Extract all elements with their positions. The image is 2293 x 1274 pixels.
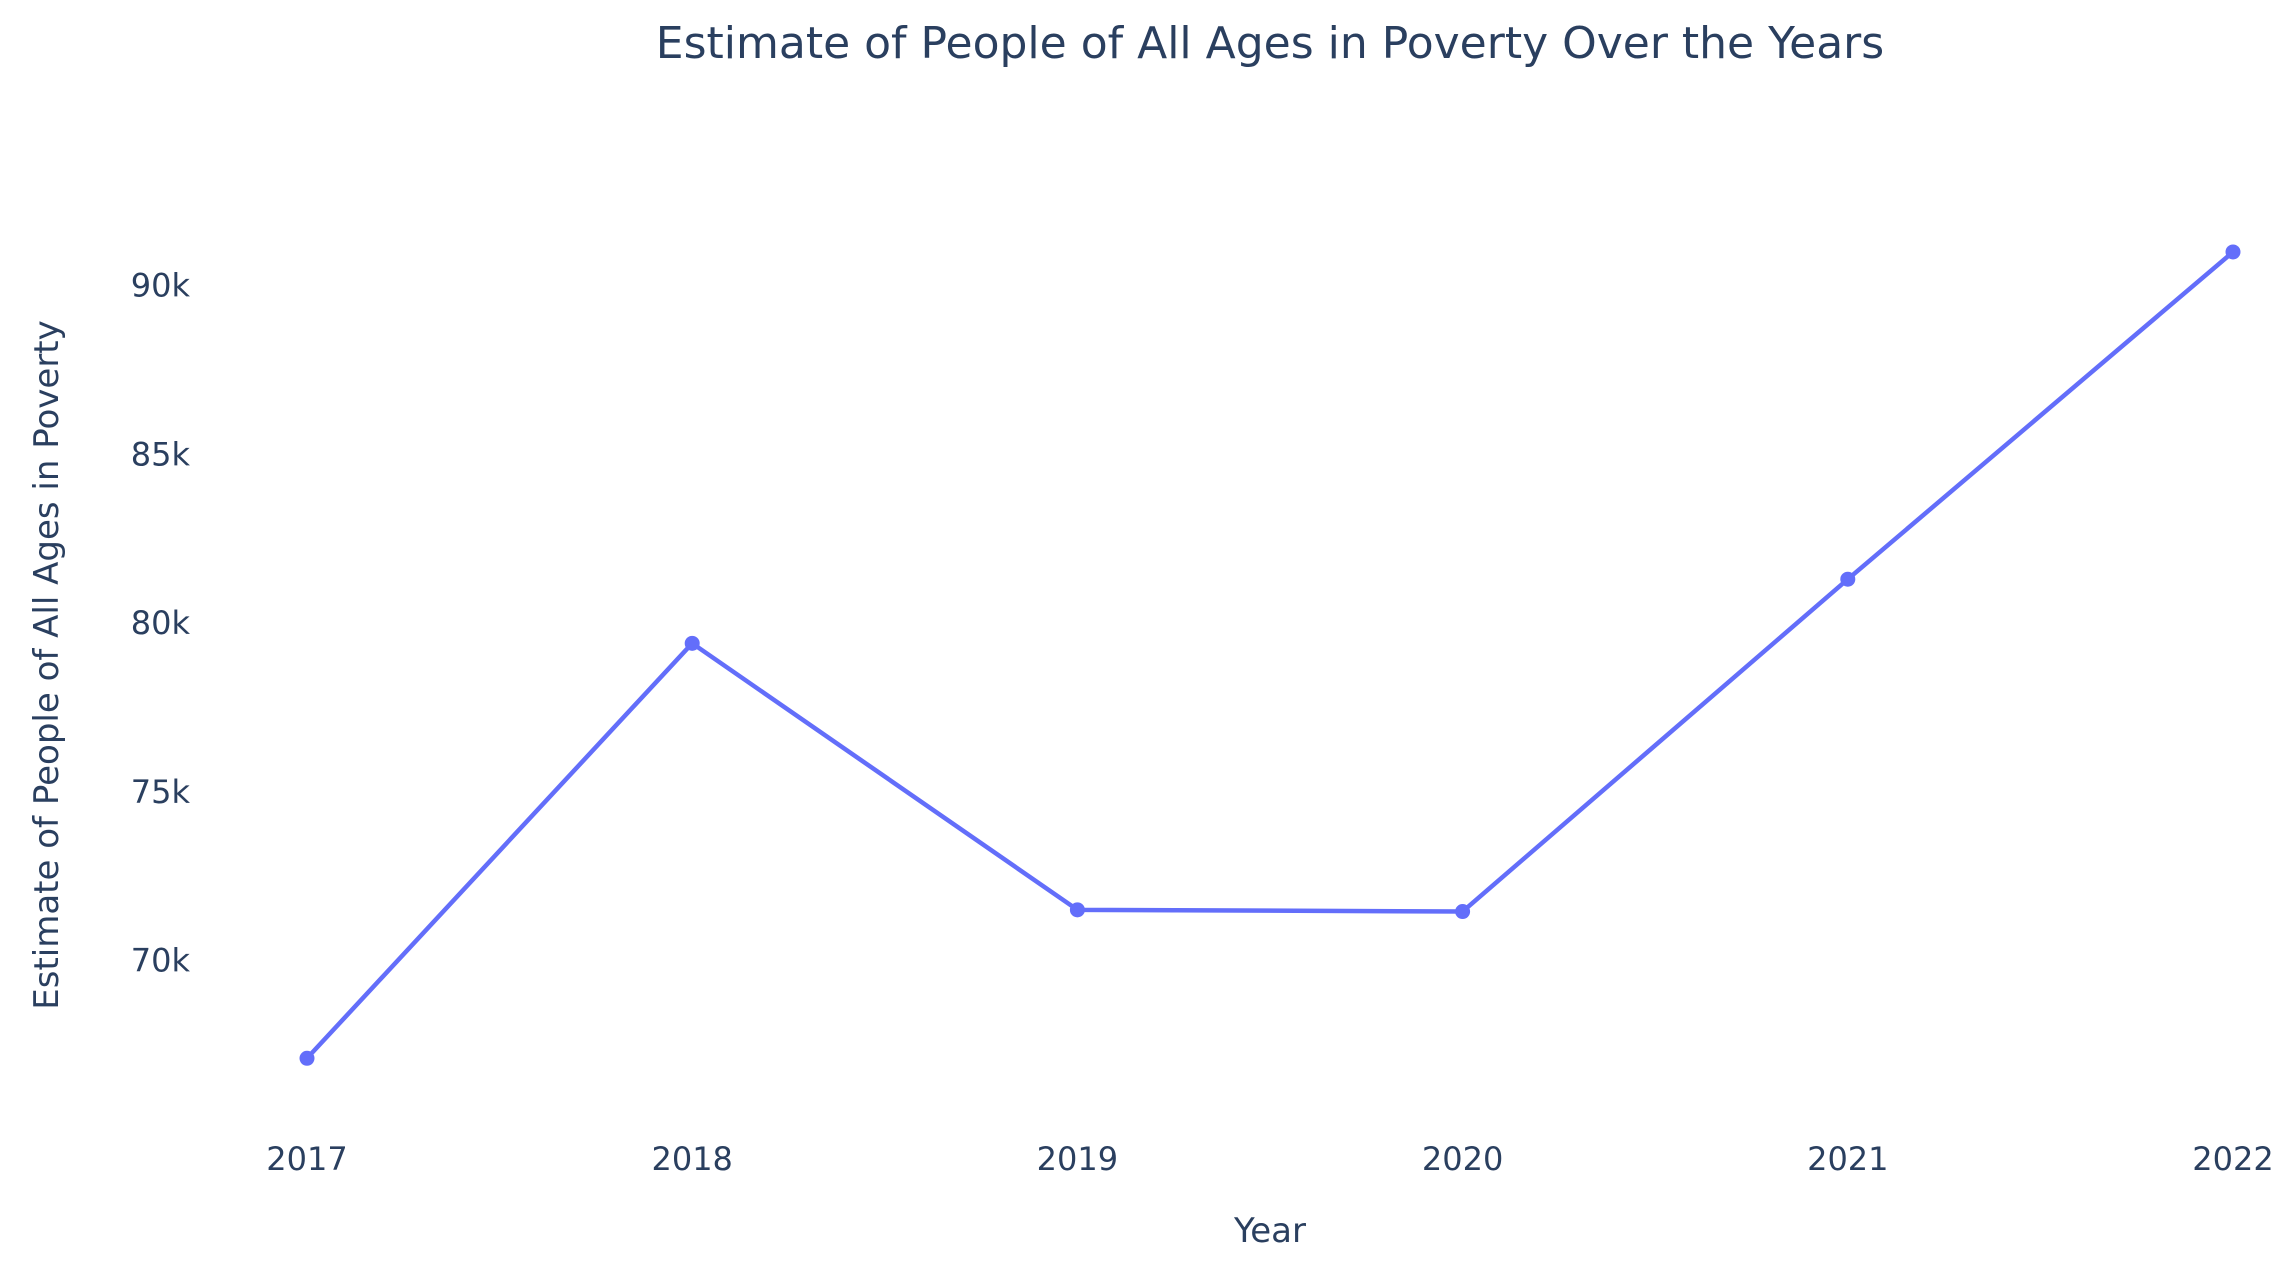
chart-title: Estimate of People of All Ages in Povert… — [656, 18, 1884, 69]
y-tick-label: 90k — [131, 267, 191, 305]
x-axis-title: Year — [1233, 1211, 1306, 1251]
y-tick-label: 85k — [131, 435, 191, 473]
x-tick-label: 2022 — [2192, 1140, 2273, 1178]
x-tick-label: 2019 — [1037, 1140, 1118, 1178]
x-tick-label: 2017 — [266, 1140, 347, 1178]
data-point — [1455, 904, 1471, 920]
data-point — [2225, 244, 2241, 260]
x-axis-ticks: 2017 2018 2019 2020 2021 2022 — [266, 1140, 2273, 1178]
data-point — [1840, 571, 1856, 587]
y-tick-label: 70k — [131, 941, 191, 979]
x-tick-label: 2018 — [651, 1140, 732, 1178]
y-axis-ticks: 70k 75k 80k 85k 90k — [131, 267, 191, 980]
series-layer — [299, 244, 2241, 1066]
y-axis-title: Estimate of People of All Ages in Povert… — [27, 320, 67, 1010]
x-tick-label: 2021 — [1807, 1140, 1888, 1178]
y-tick-label: 80k — [131, 604, 191, 642]
data-point — [299, 1050, 315, 1066]
x-tick-label: 2020 — [1422, 1140, 1503, 1178]
data-point — [684, 635, 700, 651]
series-line — [304, 249, 2236, 1061]
y-tick-label: 75k — [131, 773, 191, 811]
data-point — [1069, 902, 1085, 918]
